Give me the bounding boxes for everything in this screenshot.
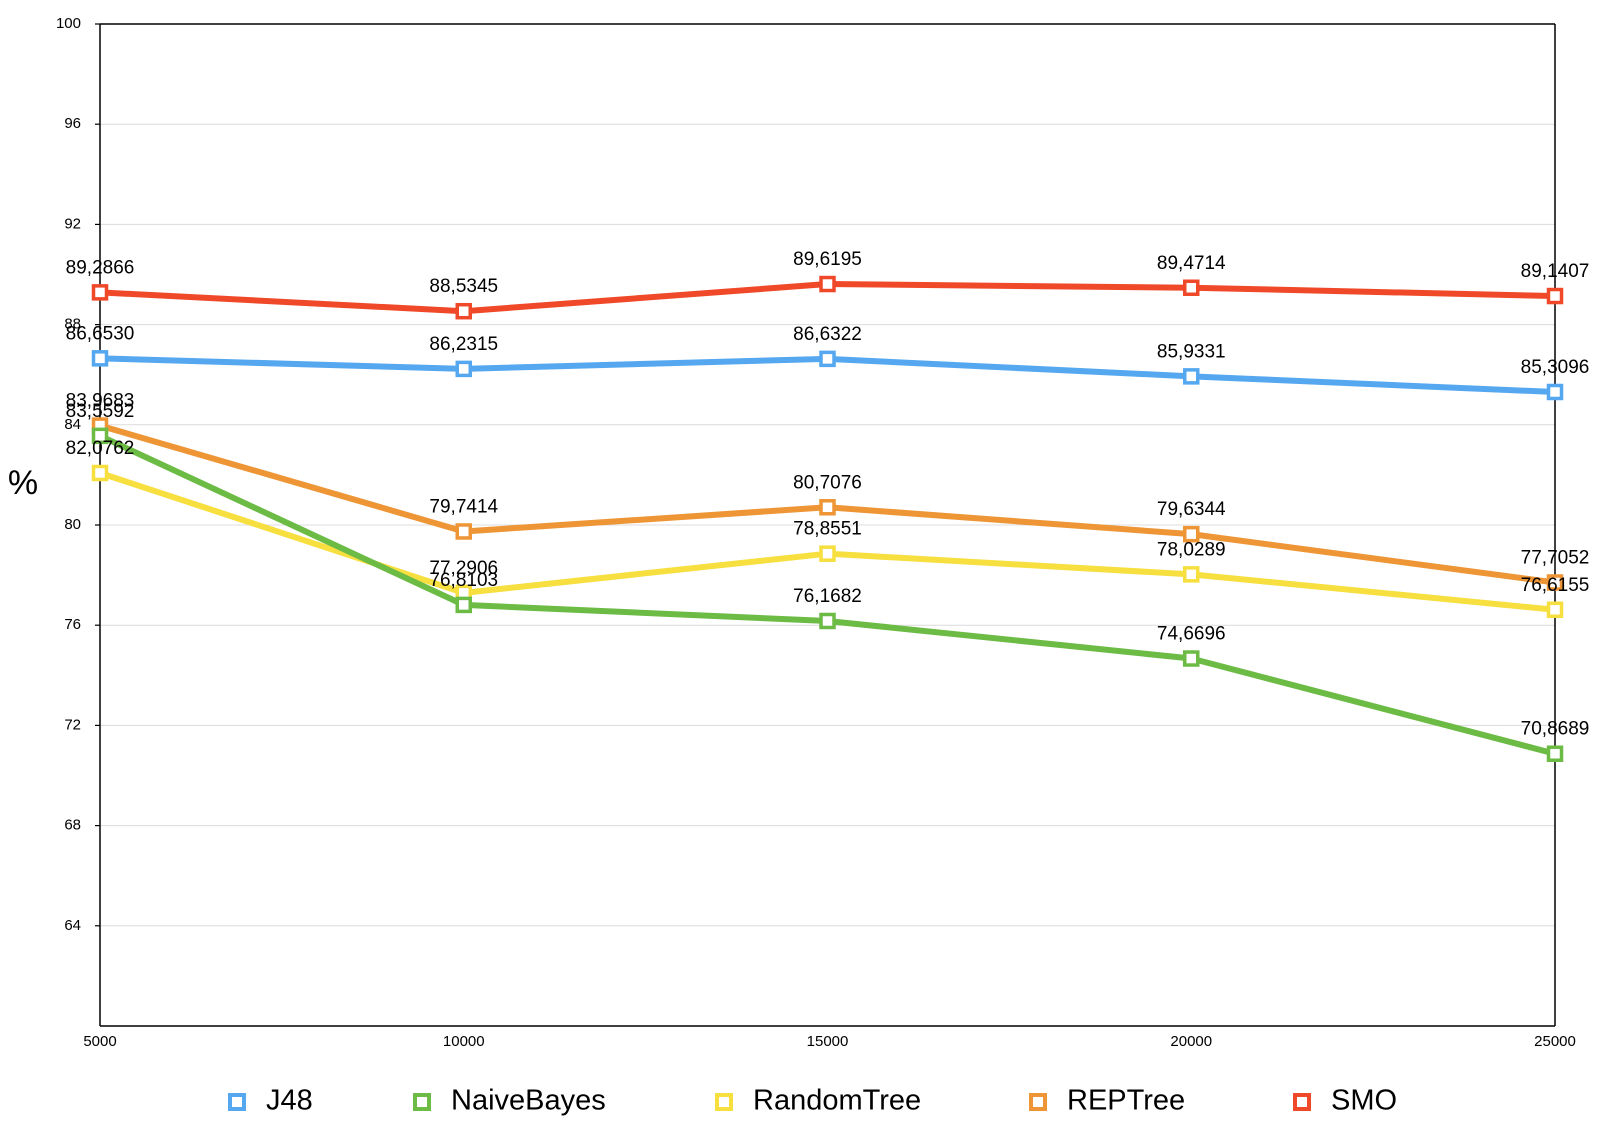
data-label-reptree-25000: 77,7052: [1521, 548, 1590, 569]
y-tick-label-96: 96: [64, 115, 81, 132]
data-label-randomtree-25000: 76,6155: [1521, 575, 1590, 596]
data-point-reptree-25000: [1546, 574, 1564, 591]
legend-item-j48: J48: [228, 1085, 313, 1117]
data-point-reptree-10000: [455, 523, 472, 540]
legend-item-reptree: REPTree: [1029, 1085, 1185, 1117]
data-point-randomtree-5000: [91, 464, 109, 482]
legend-marker-naivebayes: [413, 1093, 431, 1111]
legend-label-j48: J48: [266, 1085, 313, 1117]
legend-item-smo: SMO: [1293, 1085, 1397, 1117]
data-label-naivebayes-10000: 76,8103: [429, 570, 498, 591]
data-point-randomtree-25000: [1546, 601, 1564, 619]
data-label-randomtree-5000: 82,0762: [66, 438, 135, 459]
data-point-reptree-20000: [1183, 525, 1200, 543]
data-point-smo-20000: [1183, 279, 1200, 296]
data-label-naivebayes-20000: 74,6696: [1157, 624, 1226, 645]
y-tick-label-68: 68: [64, 817, 81, 834]
data-label-smo-15000: 89,6195: [793, 249, 862, 270]
y-tick-label-80: 80: [64, 516, 81, 533]
data-point-j48-25000: [1546, 383, 1564, 401]
legend-item-randomtree: RandomTree: [715, 1085, 921, 1117]
data-label-j48-5000: 86,6530: [66, 323, 135, 344]
y-tick-label-72: 72: [64, 716, 81, 733]
data-label-reptree-5000: 83,9683: [66, 391, 135, 412]
data-point-naivebayes-10000: [455, 596, 472, 614]
data-label-j48-15000: 86,6322: [793, 324, 862, 345]
data-label-smo-20000: 89,4714: [1157, 253, 1226, 274]
data-point-smo-10000: [455, 302, 472, 320]
data-label-j48-10000: 86,2315: [429, 334, 498, 355]
legend-marker-smo: [1293, 1093, 1311, 1111]
data-point-smo-5000: [91, 284, 109, 301]
x-axis-ticks: 5000 10000 15000 20000 25000: [83, 1033, 1576, 1050]
data-label-randomtree-20000: 78,0289: [1157, 539, 1226, 560]
legend-marker-randomtree: [715, 1093, 733, 1111]
legend-label-naivebayes: NaiveBayes: [451, 1085, 606, 1117]
y-axis-ticks: 64 68 72 76 80 84 88 92 96 100: [56, 15, 100, 934]
data-point-naivebayes-15000: [819, 612, 836, 630]
data-label-smo-10000: 88,5345: [429, 276, 498, 297]
legend-label-randomtree: RandomTree: [753, 1085, 921, 1117]
data-point-markers: [91, 275, 1564, 762]
data-label-smo-5000: 89,2866: [66, 257, 135, 278]
data-label-naivebayes-25000: 70,8689: [1521, 719, 1590, 740]
data-point-naivebayes-20000: [1183, 650, 1200, 667]
x-tick-label-20000: 20000: [1170, 1033, 1212, 1050]
data-label-reptree-10000: 79,7414: [429, 496, 498, 517]
y-tick-label-100: 100: [56, 15, 81, 32]
y-tick-label-92: 92: [64, 215, 81, 232]
data-point-j48-15000: [819, 350, 836, 368]
x-tick-label-25000: 25000: [1534, 1033, 1576, 1050]
data-point-naivebayes-5000: [91, 427, 109, 445]
data-label-j48-25000: 85,3096: [1521, 357, 1590, 378]
x-tick-label-10000: 10000: [443, 1033, 485, 1050]
x-tick-label-15000: 15000: [807, 1033, 849, 1050]
legend-label-smo: SMO: [1331, 1085, 1397, 1117]
data-point-randomtree-15000: [819, 545, 836, 562]
data-label-naivebayes-5000: 83,5592: [66, 401, 135, 422]
data-point-reptree-15000: [819, 499, 836, 516]
data-point-naivebayes-25000: [1546, 745, 1564, 762]
data-point-j48-20000: [1183, 368, 1200, 385]
data-point-smo-15000: [819, 275, 836, 293]
y-tick-label-88: 88: [64, 316, 81, 333]
y-tick-label-84: 84: [64, 416, 81, 433]
legend-marker-reptree: [1029, 1093, 1047, 1111]
legend-marker-j48: [228, 1093, 246, 1111]
legend-label-reptree: REPTree: [1067, 1085, 1185, 1117]
data-label-randomtree-10000: 77,2906: [429, 558, 498, 579]
data-label-reptree-15000: 80,7076: [793, 472, 862, 493]
data-labels: 86,6530 86,2315 86,6322 85,9331 85,3096 83,55…: [66, 249, 1590, 740]
y-axis-label: %: [8, 464, 38, 502]
x-tick-label-5000: 5000: [83, 1033, 116, 1050]
data-point-randomtree-20000: [1183, 566, 1200, 583]
data-point-j48-10000: [455, 360, 472, 378]
data-label-j48-20000: 85,9331: [1157, 341, 1226, 362]
y-tick-label-76: 76: [64, 616, 81, 633]
data-point-j48-5000: [91, 350, 109, 367]
data-label-smo-25000: 89,1407: [1521, 261, 1590, 282]
data-label-randomtree-15000: 78,8551: [793, 519, 862, 540]
legend-item-naivebayes: NaiveBayes: [413, 1085, 606, 1117]
data-label-reptree-20000: 79,6344: [1157, 499, 1226, 520]
plot-frame: [99, 23, 1556, 1027]
data-label-naivebayes-15000: 76,1682: [793, 586, 862, 607]
y-tick-label-64: 64: [64, 917, 81, 934]
data-point-smo-25000: [1546, 287, 1564, 305]
legend: J48 NaiveBayes RandomTree REPTree SMO: [228, 1085, 1397, 1117]
